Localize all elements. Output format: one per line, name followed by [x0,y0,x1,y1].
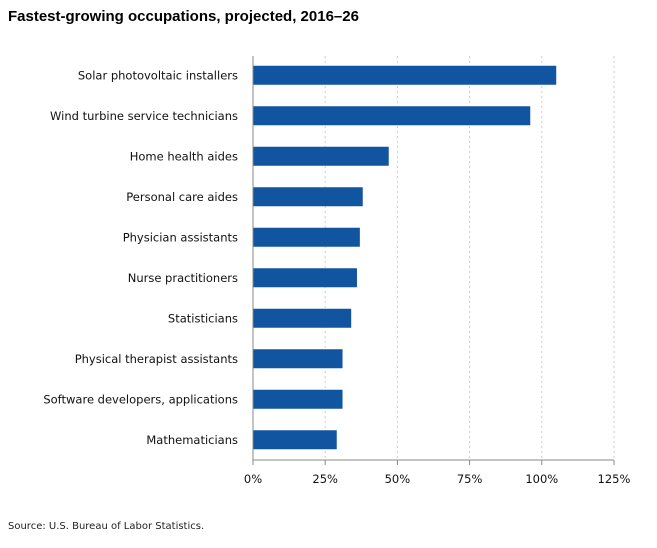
x-tick-label: 25% [312,472,338,486]
bars [253,65,557,450]
bar [253,268,357,288]
bar [253,308,352,328]
bar [253,65,557,85]
bar [253,227,360,247]
bar [253,430,337,450]
category-label: Statisticians [168,311,238,325]
category-label: Home health aides [130,149,238,163]
chart-title: Fastest-growing occupations, projected, … [8,8,359,25]
x-tick-label: 50% [385,472,411,486]
bar [253,187,363,207]
x-tick-label: 75% [457,472,483,486]
bar [253,349,343,369]
x-tick-label: 100% [525,472,558,486]
category-label: Software developers, applications [43,392,238,406]
category-label: Nurse practitioners [128,271,238,285]
category-label: Physical therapist assistants [75,352,238,366]
bar [253,146,389,166]
category-label: Mathematicians [146,433,238,447]
bar [253,389,343,409]
category-label: Wind turbine service technicians [50,109,238,123]
tick-labels: 0% 25% 50% 75% 100% 125% [244,472,631,486]
source-note: Source: U.S. Bureau of Labor Statistics. [8,521,205,532]
x-tick-label: 125% [598,472,631,486]
x-tick-label: 0% [244,472,262,486]
category-label: Solar photovoltaic installers [78,68,238,82]
category-label: Physician assistants [123,230,238,244]
category-labels: Solar photovoltaic installers Wind turbin… [43,68,238,447]
category-label: Personal care aides [126,190,238,204]
bar [253,106,531,126]
axes [252,56,615,465]
